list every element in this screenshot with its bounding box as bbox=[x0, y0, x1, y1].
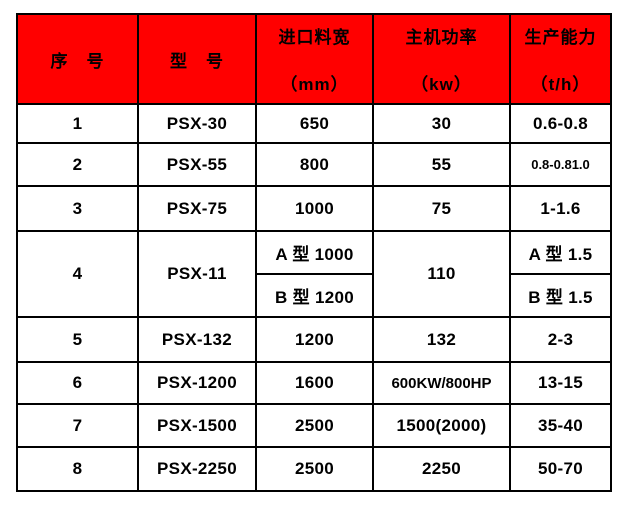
cell-power: 1500(2000) bbox=[372, 403, 511, 448]
cell-power: 110 bbox=[372, 230, 511, 318]
cell-serial: 4 bbox=[16, 230, 139, 318]
header-col-power: 主机功率 （kw） bbox=[372, 13, 511, 105]
cell-inlet-width: 800 bbox=[255, 142, 374, 187]
cell-inlet-width: 1000 bbox=[255, 185, 374, 232]
cell-serial: 1 bbox=[16, 103, 139, 144]
cell-model: PSX-11 bbox=[137, 230, 257, 318]
header-col-capacity: 生产能力 （t/h） bbox=[509, 13, 612, 105]
cell-model: PSX-132 bbox=[137, 316, 257, 363]
header-col-serial: 序 号 bbox=[16, 13, 139, 105]
cell-power: 132 bbox=[372, 316, 511, 363]
cell-capacity: 13-15 bbox=[509, 361, 612, 405]
cell-serial: 8 bbox=[16, 446, 139, 492]
table-row: 1 PSX-30 650 30 0.6-0.8 bbox=[16, 103, 612, 144]
cell-capacity-type-a: A 型 1.5 bbox=[509, 230, 612, 275]
table-row: 2 PSX-55 800 55 0.8-0.81.0 bbox=[16, 142, 612, 187]
table-row: 8 PSX-2250 2500 2250 50-70 bbox=[16, 446, 612, 492]
cell-inlet-width: 2500 bbox=[255, 403, 374, 448]
header-capacity-title: 生产能力 bbox=[524, 28, 597, 47]
cell-power: 55 bbox=[372, 142, 511, 187]
table-row: 5 PSX-132 1200 132 2-3 bbox=[16, 316, 612, 363]
header-col-inlet-width: 进口料宽 （mm） bbox=[255, 13, 374, 105]
table-row: 4 PSX-11 A 型 1000 110 A 型 1.5 bbox=[16, 230, 612, 318]
cell-serial: 5 bbox=[16, 316, 139, 363]
cell-capacity: 1-1.6 bbox=[509, 185, 612, 232]
cell-inlet-width-type-a: A 型 1000 bbox=[255, 230, 374, 275]
cell-power: 2250 bbox=[372, 446, 511, 492]
header-row: 序 号 型 号 进口料宽 （mm） bbox=[16, 13, 612, 105]
cell-model: PSX-2250 bbox=[137, 446, 257, 492]
cell-serial: 6 bbox=[16, 361, 139, 405]
cell-capacity: 35-40 bbox=[509, 403, 612, 448]
table-row: 6 PSX-1200 1600 600KW/800HP 13-15 bbox=[16, 361, 612, 405]
cell-capacity: 2-3 bbox=[509, 316, 612, 363]
cell-inlet-width: 650 bbox=[255, 103, 374, 144]
cell-capacity: 0.6-0.8 bbox=[509, 103, 612, 144]
cell-capacity-type-b: B 型 1.5 bbox=[509, 273, 612, 318]
table-row: 7 PSX-1500 2500 1500(2000) 35-40 bbox=[16, 403, 612, 448]
cell-serial: 2 bbox=[16, 142, 139, 187]
cell-model: PSX-75 bbox=[137, 185, 257, 232]
table-row: 3 PSX-75 1000 75 1-1.6 bbox=[16, 185, 612, 232]
cell-model: PSX-30 bbox=[137, 103, 257, 144]
header-capacity-unit: （t/h） bbox=[530, 75, 591, 94]
cell-inlet-width-type-b: B 型 1200 bbox=[255, 273, 374, 318]
header-power-unit: （kw） bbox=[411, 75, 472, 94]
cell-serial: 7 bbox=[16, 403, 139, 448]
cell-capacity: 0.8-0.81.0 bbox=[509, 142, 612, 187]
header-inlet-width-title: 进口料宽 bbox=[278, 28, 351, 47]
cell-model: PSX-55 bbox=[137, 142, 257, 187]
cell-inlet-width: 1600 bbox=[255, 361, 374, 405]
cell-power: 75 bbox=[372, 185, 511, 232]
cell-capacity: 50-70 bbox=[509, 446, 612, 492]
header-model-title: 型 号 bbox=[170, 51, 224, 71]
cell-model: PSX-1500 bbox=[137, 403, 257, 448]
spec-table: 序 号 型 号 进口料宽 （mm） bbox=[16, 13, 612, 492]
cell-inlet-width: 1200 bbox=[255, 316, 374, 363]
header-inlet-width-unit: （mm） bbox=[280, 75, 349, 94]
cell-model: PSX-1200 bbox=[137, 361, 257, 405]
header-col-model: 型 号 bbox=[137, 13, 257, 105]
header-power-title: 主机功率 bbox=[405, 28, 478, 47]
header-serial-title: 序 号 bbox=[50, 51, 105, 71]
cell-power: 30 bbox=[372, 103, 511, 144]
cell-power: 600KW/800HP bbox=[372, 361, 511, 405]
cell-serial: 3 bbox=[16, 185, 139, 232]
cell-inlet-width: 2500 bbox=[255, 446, 374, 492]
table-row: B 型 1200 B 型 1.5 bbox=[17, 273, 612, 318]
